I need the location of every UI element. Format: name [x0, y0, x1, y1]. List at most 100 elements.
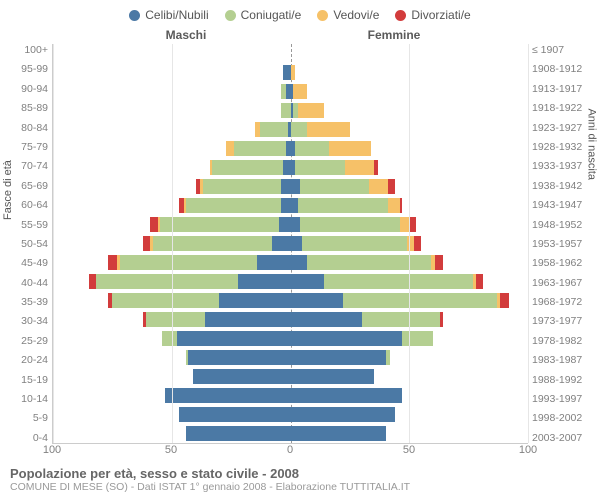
y-left-title: Fasce di età [2, 160, 14, 220]
gender-headers: Maschi Femmine [10, 28, 590, 42]
legend-swatch [129, 10, 140, 21]
age-label: 100+ [10, 44, 48, 56]
age-label: 75-79 [10, 141, 48, 153]
gridline [53, 44, 54, 443]
bar-rows [53, 44, 528, 443]
segment [186, 426, 291, 441]
segment [291, 369, 374, 384]
segment [143, 236, 150, 251]
pyramid-chart: Celibi/Nubili Coniugati/e Vedovi/e Divorzia… [0, 0, 600, 500]
segment [362, 312, 440, 327]
birth-label: 1913-1917 [532, 83, 590, 95]
segment [272, 236, 291, 251]
segment [293, 84, 307, 99]
x-tick: 100 [43, 444, 61, 456]
segment [295, 160, 345, 175]
legend-swatch [395, 10, 406, 21]
bar-row [53, 272, 528, 291]
bar-row [53, 120, 528, 139]
x-tick: 50 [403, 444, 415, 456]
birth-label: ≤ 1907 [532, 44, 590, 56]
x-tick: 0 [287, 444, 293, 456]
age-label: 95-99 [10, 63, 48, 75]
segment [281, 198, 291, 213]
segment [440, 312, 442, 327]
segment [298, 103, 324, 118]
segment [108, 255, 118, 270]
footer: Popolazione per età, sesso e stato civil… [10, 466, 590, 493]
segment [291, 255, 308, 270]
segment [400, 198, 402, 213]
gridline [528, 44, 529, 443]
legend-label: Coniugati/e [241, 8, 302, 22]
segment [402, 331, 433, 346]
x-axis: 10050050100 [52, 444, 528, 460]
segment [291, 198, 298, 213]
segment [146, 312, 205, 327]
segment [238, 274, 290, 289]
age-label: 20-24 [10, 354, 48, 366]
legend-label: Divorziati/e [411, 8, 470, 22]
segment [291, 331, 403, 346]
segment [291, 65, 296, 80]
age-label: 65-69 [10, 180, 48, 192]
age-label: 0-4 [10, 432, 48, 444]
birth-label: 1968-1972 [532, 296, 590, 308]
bar-row [53, 196, 528, 215]
age-label: 25-29 [10, 335, 48, 347]
bar-row [53, 63, 528, 82]
legend-item: Celibi/Nubili [129, 8, 208, 22]
birth-label: 1923-1927 [532, 122, 590, 134]
legend-label: Vedovi/e [333, 8, 379, 22]
birth-label: 1963-1967 [532, 277, 590, 289]
segment [186, 198, 281, 213]
age-label: 50-54 [10, 238, 48, 250]
segment [291, 217, 301, 232]
segment [205, 312, 291, 327]
bar-row [53, 139, 528, 158]
segment [345, 160, 374, 175]
segment [400, 217, 410, 232]
legend-item: Coniugati/e [225, 8, 302, 22]
x-tick: 50 [165, 444, 177, 456]
segment [279, 217, 291, 232]
segment [374, 160, 379, 175]
bar-row [53, 234, 528, 253]
plot [52, 44, 528, 444]
segment [295, 141, 328, 156]
birth-label: 2003-2007 [532, 432, 590, 444]
segment [179, 407, 291, 422]
legend-item: Vedovi/e [317, 8, 379, 22]
legend: Celibi/Nubili Coniugati/e Vedovi/e Divorzia… [10, 8, 590, 22]
segment [162, 331, 176, 346]
segment [291, 388, 403, 403]
segment [188, 350, 290, 365]
segment [291, 407, 396, 422]
birth-label: 1973-1977 [532, 315, 590, 327]
female-header: Femmine [290, 28, 528, 42]
segment [388, 179, 395, 194]
segment [283, 160, 290, 175]
birth-label: 1993-1997 [532, 393, 590, 405]
age-label: 5-9 [10, 412, 48, 424]
segment [281, 103, 291, 118]
segment [283, 65, 290, 80]
age-label: 40-44 [10, 277, 48, 289]
birth-label: 1918-1922 [532, 102, 590, 114]
segment [343, 293, 497, 308]
bar-row [53, 405, 528, 424]
bar-row [53, 329, 528, 348]
segment [414, 236, 421, 251]
segment [160, 217, 279, 232]
segment [386, 350, 391, 365]
segment [476, 274, 483, 289]
birth-label: 1908-1912 [532, 63, 590, 75]
segment [500, 293, 510, 308]
birth-label: 1983-1987 [532, 354, 590, 366]
legend-swatch [225, 10, 236, 21]
segment [291, 426, 386, 441]
segment [407, 236, 414, 251]
bar-row [53, 367, 528, 386]
segment [120, 255, 258, 270]
segment [291, 274, 324, 289]
